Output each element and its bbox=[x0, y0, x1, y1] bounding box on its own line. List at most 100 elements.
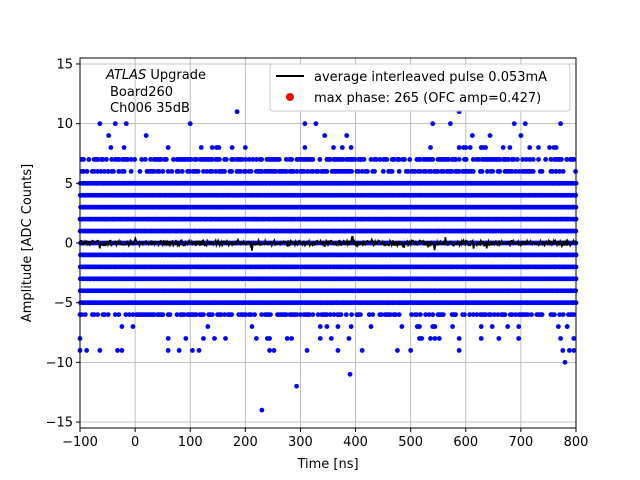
scatter-point bbox=[379, 312, 384, 318]
scatter-point bbox=[489, 324, 495, 329]
scatter-point bbox=[248, 168, 254, 174]
y-tick-label: −10 bbox=[46, 356, 73, 371]
scatter-point bbox=[179, 168, 185, 174]
scatter-point bbox=[209, 157, 215, 162]
scatter-point bbox=[209, 145, 215, 150]
scatter-point bbox=[523, 157, 529, 162]
scatter-point bbox=[302, 145, 308, 150]
scatter-point bbox=[366, 312, 372, 318]
scatter-point bbox=[539, 312, 545, 318]
scatter-point bbox=[248, 312, 254, 318]
scatter-point bbox=[428, 145, 433, 150]
scatter-point bbox=[298, 312, 303, 318]
x-tick-label: 500 bbox=[398, 435, 423, 450]
scatter-point bbox=[417, 168, 423, 174]
scatter-point bbox=[190, 348, 195, 353]
scatter-point bbox=[112, 121, 118, 127]
scatter-point bbox=[216, 157, 222, 162]
scatter-point bbox=[123, 312, 129, 318]
scatter-point bbox=[119, 348, 125, 353]
scatter-point bbox=[139, 157, 145, 162]
scatter-point bbox=[368, 324, 374, 329]
scatter-point bbox=[116, 157, 122, 162]
scatter-point bbox=[516, 336, 522, 341]
scatter-point bbox=[205, 324, 211, 329]
scatter-point bbox=[160, 312, 166, 318]
scatter-point bbox=[419, 336, 425, 341]
scatter-point bbox=[435, 168, 441, 174]
scatter-point bbox=[365, 168, 370, 174]
scatter-point bbox=[352, 157, 358, 162]
scatter-point bbox=[527, 145, 533, 150]
scatter-point bbox=[547, 145, 552, 150]
scatter-point bbox=[165, 168, 171, 174]
scatter-point bbox=[476, 157, 481, 162]
scatter-point bbox=[562, 359, 568, 365]
scatter-point bbox=[339, 145, 345, 150]
scatter-point bbox=[414, 312, 420, 318]
scatter-point bbox=[128, 168, 134, 174]
scatter-point bbox=[505, 324, 511, 329]
scatter-point bbox=[571, 312, 577, 318]
scatter-point bbox=[453, 312, 459, 318]
scatter-point bbox=[253, 157, 259, 162]
scatter-point bbox=[243, 312, 249, 318]
scatter-point bbox=[497, 168, 503, 174]
scatter-point bbox=[513, 168, 518, 174]
scatter-point bbox=[470, 168, 476, 174]
scatter-point bbox=[310, 157, 316, 162]
scatter-point bbox=[165, 348, 171, 353]
scatter-point bbox=[387, 312, 393, 318]
scatter-point bbox=[571, 348, 577, 353]
scatter-point bbox=[456, 168, 462, 174]
scatter-point bbox=[317, 157, 323, 162]
scatter-point bbox=[156, 168, 162, 174]
scatter-point bbox=[229, 312, 235, 318]
scatter-point bbox=[423, 312, 429, 318]
scatter-point bbox=[310, 312, 316, 318]
scatter-point bbox=[268, 312, 273, 318]
scatter-point bbox=[484, 168, 490, 174]
scatter-point bbox=[115, 348, 120, 353]
scatter-point bbox=[361, 157, 367, 162]
x-tick-label: 400 bbox=[343, 435, 368, 450]
scatter-point bbox=[335, 348, 341, 353]
average-pulse-series bbox=[79, 235, 577, 251]
svg-text:ATLAS Upgrade: ATLAS Upgrade bbox=[105, 68, 206, 83]
scatter-point bbox=[116, 312, 122, 318]
scatter-point bbox=[449, 168, 455, 174]
scatter-point bbox=[164, 157, 169, 162]
scatter-point bbox=[324, 324, 330, 329]
annotation-upgrade: Upgrade bbox=[146, 68, 206, 83]
scatter-point bbox=[551, 312, 557, 318]
scatter-point bbox=[495, 312, 501, 318]
legend-entry-max-phase: max phase: 265 (OFC amp=0.427) bbox=[314, 91, 541, 106]
scatter-point bbox=[507, 145, 513, 150]
scatter-point bbox=[564, 324, 570, 329]
scatter-point bbox=[497, 157, 503, 162]
scatter-point bbox=[259, 168, 265, 174]
scatter-point bbox=[201, 168, 206, 174]
scatter-point bbox=[193, 157, 199, 162]
scatter-point bbox=[289, 336, 295, 341]
scatter-point bbox=[344, 133, 350, 138]
scatter-point bbox=[100, 157, 106, 162]
scatter-point bbox=[196, 348, 202, 353]
y-tick-label: −5 bbox=[54, 296, 73, 311]
scatter-point bbox=[119, 324, 125, 329]
scatter-point bbox=[560, 312, 566, 318]
legend-entry-average-pulse: average interleaved pulse 0.053mA bbox=[314, 70, 547, 85]
scatter-point bbox=[121, 145, 127, 150]
scatter-point bbox=[105, 312, 111, 318]
scatter-point bbox=[289, 157, 295, 162]
scatter-point bbox=[204, 168, 210, 174]
y-tick-label: 0 bbox=[65, 237, 73, 252]
scatter-point bbox=[95, 168, 101, 174]
scatter-point bbox=[213, 168, 219, 174]
scatter-point bbox=[301, 168, 307, 174]
x-tick-label: 100 bbox=[178, 435, 203, 450]
x-axis: −100 0 100 200 300 400 500 600 700 800 bbox=[62, 428, 588, 450]
scatter-point bbox=[229, 145, 235, 150]
scatter-point bbox=[186, 168, 192, 174]
y-axis-label: Amplitude [ADC Counts] bbox=[20, 164, 35, 322]
